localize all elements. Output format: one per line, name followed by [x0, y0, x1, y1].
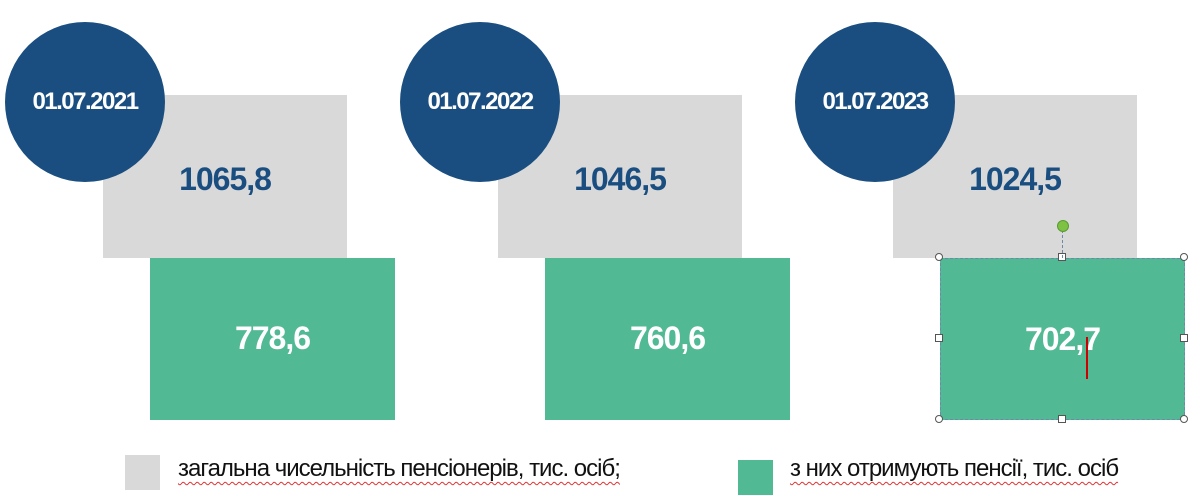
receiving-box: 778,6 — [150, 258, 395, 420]
date-circle: 01.07.2021 — [5, 22, 165, 182]
receiving-value: 702,7 — [1024, 321, 1101, 357]
date-circle: 01.07.2022 — [400, 22, 560, 182]
resize-handle — [935, 253, 943, 261]
legend-label: загальна чисельність пенсіонерів, тис. о… — [178, 455, 621, 482]
legend-swatch — [125, 455, 160, 490]
legend-label: з них отримують пенсії, тис. осіб — [790, 455, 1119, 482]
resize-handle — [935, 415, 943, 423]
resize-handle — [935, 334, 943, 342]
resize-handle — [1180, 415, 1188, 423]
resize-handle — [1057, 415, 1066, 423]
total-value: 1065,8 — [179, 161, 272, 197]
receiving-value: 778,6 — [234, 320, 311, 356]
resize-handle — [1180, 334, 1188, 342]
total-value: 1024,5 — [969, 161, 1062, 197]
text-cursor — [1086, 337, 1088, 379]
receiving-box: 702,7 — [940, 258, 1185, 420]
date-circle: 01.07.2023 — [795, 22, 955, 182]
resize-handle — [1180, 253, 1188, 261]
receiving-value: 760,6 — [629, 320, 706, 356]
legend-swatch — [738, 460, 773, 495]
total-value: 1046,5 — [574, 161, 667, 197]
rotate-handle — [1056, 220, 1069, 232]
rotate-line — [1062, 230, 1063, 258]
receiving-box: 760,6 — [545, 258, 790, 420]
resize-handle — [1057, 253, 1066, 261]
